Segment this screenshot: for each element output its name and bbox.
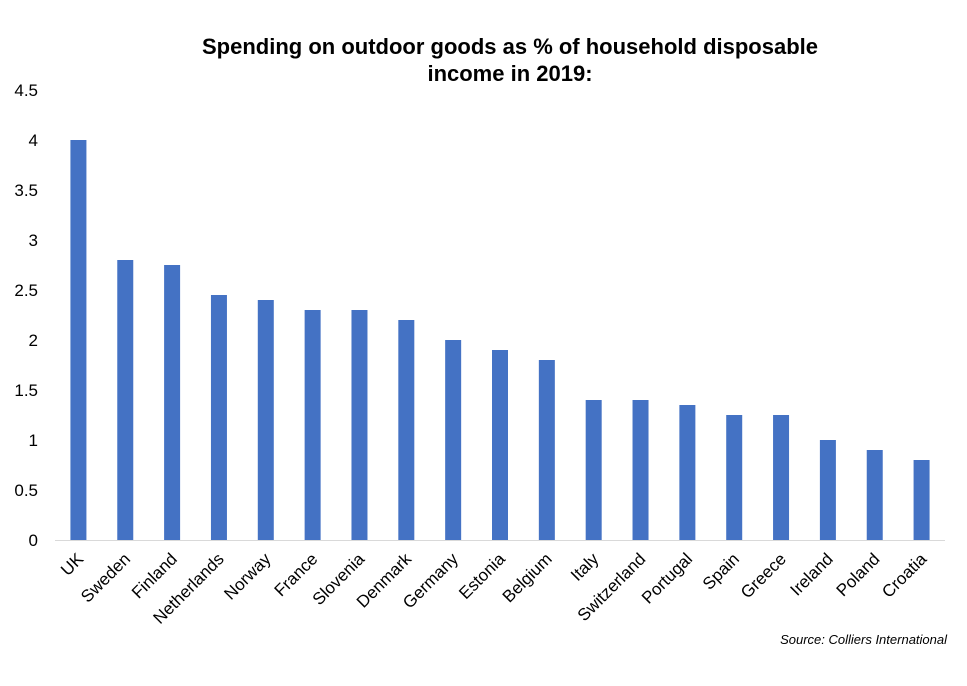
- y-tick-label: 2.5: [14, 281, 38, 300]
- y-tick-label: 3: [29, 231, 38, 250]
- x-tick-label: Greece: [737, 549, 790, 602]
- x-tick-label: Portugal: [638, 549, 696, 607]
- x-tick-label: Norway: [220, 549, 275, 604]
- bar-netherlands: [210, 295, 227, 540]
- x-tick-label: Sweden: [77, 549, 134, 606]
- y-tick-label: 4: [29, 131, 38, 150]
- x-axis-tick-labels: UKSwedenFinlandNetherlandsNorwayFranceSl…: [57, 549, 931, 628]
- x-tick-label: Ireland: [787, 549, 837, 599]
- y-tick-label: 0.5: [14, 481, 38, 500]
- bar-belgium: [538, 360, 555, 540]
- y-tick-label: 0: [29, 531, 38, 550]
- x-tick-label: Croatia: [878, 549, 931, 602]
- bar-greece: [773, 415, 790, 540]
- bar-spain: [726, 415, 743, 540]
- bar-sweden: [117, 260, 134, 540]
- chart-title-line-1: Spending on outdoor goods as % of househ…: [202, 34, 818, 59]
- chart-title: Spending on outdoor goods as % of househ…: [140, 33, 880, 87]
- bar-estonia: [492, 350, 508, 540]
- chart-title-line-2: income in 2019:: [427, 61, 593, 86]
- bar-france: [304, 310, 321, 540]
- x-tick-label: UK: [57, 549, 88, 580]
- x-tick-label: Belgium: [499, 549, 556, 606]
- bar-norway: [257, 300, 274, 540]
- x-tick-label: Poland: [833, 549, 884, 600]
- bar-slovenia: [351, 310, 368, 540]
- bar-croatia: [913, 460, 930, 540]
- bar-italy: [585, 400, 602, 540]
- y-tick-label: 4.5: [14, 81, 38, 100]
- bar-switzerland: [632, 400, 649, 540]
- y-tick-label: 3.5: [14, 181, 38, 200]
- bar-germany: [445, 340, 462, 540]
- y-tick-label: 1: [29, 431, 38, 450]
- bar-finland: [164, 265, 181, 540]
- y-axis-tick-labels: 0 0.5 1 1.5 2 2.5 3 3.5 4 4.5: [14, 81, 38, 550]
- y-tick-label: 1.5: [14, 381, 38, 400]
- x-tick-label: Italy: [567, 549, 603, 585]
- y-tick-label: 2: [29, 331, 38, 350]
- bar-poland: [866, 450, 883, 540]
- bars: [70, 140, 930, 540]
- bar-denmark: [398, 320, 415, 540]
- bar-ireland: [819, 440, 836, 540]
- bar-portugal: [679, 405, 696, 540]
- x-tick-label: Spain: [699, 549, 743, 593]
- source-note: Source: Colliers International: [780, 632, 947, 647]
- bar-uk: [70, 140, 87, 540]
